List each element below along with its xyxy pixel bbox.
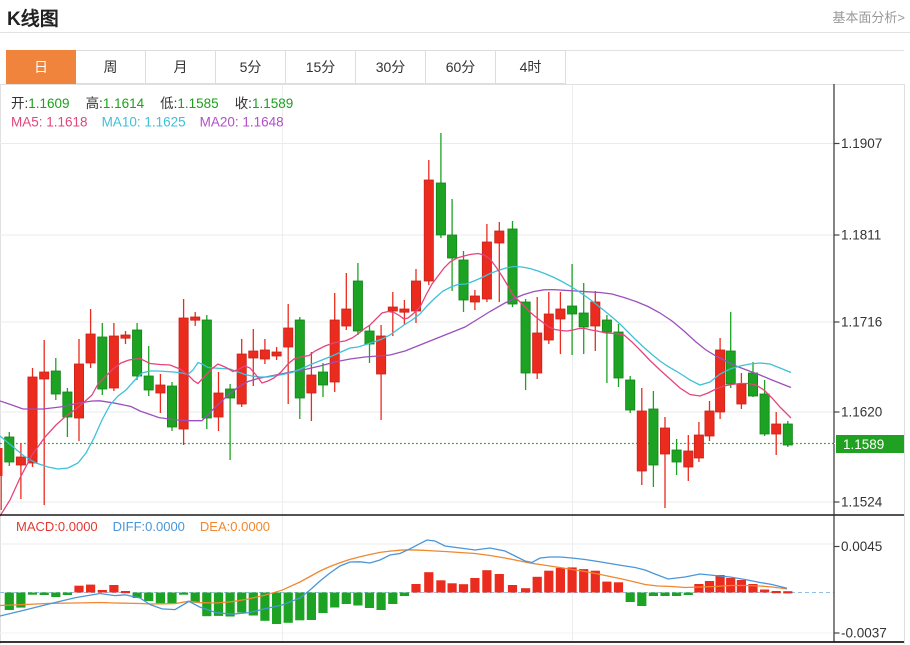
svg-text:0.0045: 0.0045 (841, 539, 882, 554)
svg-text:1.1907: 1.1907 (841, 136, 882, 151)
svg-text:1.1589: 1.1589 (843, 437, 884, 452)
svg-text:1.1620: 1.1620 (841, 405, 882, 420)
svg-text:1.1811: 1.1811 (841, 228, 881, 243)
svg-text:1.1524: 1.1524 (841, 495, 883, 510)
svg-text:1.1716: 1.1716 (841, 315, 882, 330)
svg-text:-0.0037: -0.0037 (841, 626, 887, 641)
